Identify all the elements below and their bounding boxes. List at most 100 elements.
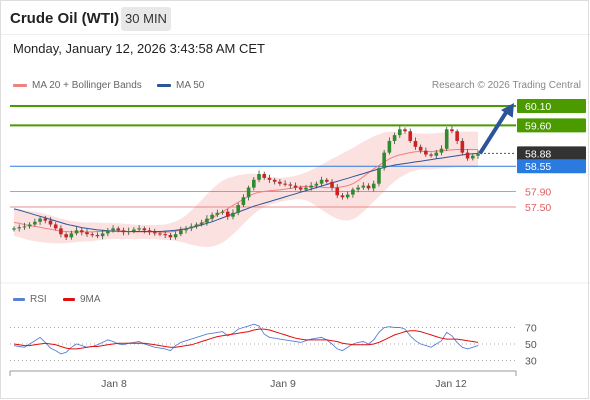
candle-body bbox=[152, 232, 157, 234]
candle-body bbox=[413, 140, 418, 147]
instrument-title: Crude Oil (WTI) bbox=[10, 10, 120, 27]
candle-body bbox=[90, 234, 95, 236]
candle-body bbox=[418, 146, 423, 151]
level-tag-60.10 bbox=[517, 99, 586, 113]
candle-body bbox=[64, 234, 68, 238]
ma50-label: MA 50 bbox=[176, 80, 205, 91]
candle-body bbox=[116, 228, 121, 231]
candle-body bbox=[392, 135, 397, 141]
candle-body bbox=[434, 152, 439, 156]
candle-body bbox=[444, 129, 449, 149]
candle-body bbox=[476, 153, 480, 156]
timeframe-button[interactable]: 30 MIN bbox=[121, 7, 171, 31]
candle-body bbox=[137, 228, 141, 230]
candle-body bbox=[59, 228, 63, 235]
candle-body bbox=[111, 228, 115, 231]
candle-body bbox=[325, 179, 329, 182]
candle-body bbox=[241, 197, 246, 206]
candle-body bbox=[304, 187, 308, 190]
rsi-label: RSI bbox=[30, 294, 47, 305]
datetime-label: Monday, January 12, 2026 3:43:58 AM CET bbox=[13, 41, 265, 56]
legend-9ma: 9MA bbox=[63, 294, 101, 305]
candle-body bbox=[189, 226, 194, 229]
candle-body bbox=[100, 233, 105, 237]
level-label-58.55: 58.55 bbox=[525, 161, 551, 173]
candle-body bbox=[163, 234, 167, 236]
bollinger-band bbox=[14, 131, 478, 247]
candle-body bbox=[147, 230, 152, 233]
level-label-59.60: 59.60 bbox=[525, 120, 551, 132]
candle-body bbox=[319, 179, 324, 184]
candle-body bbox=[361, 185, 366, 188]
candle-body bbox=[351, 189, 355, 195]
candle-body bbox=[252, 179, 256, 188]
level-tag-58.88 bbox=[517, 146, 586, 161]
candle-body bbox=[267, 177, 272, 180]
candle-body bbox=[460, 140, 465, 153]
level-label-57.90: 57.90 bbox=[525, 186, 551, 198]
candle-body bbox=[450, 129, 454, 132]
candle-body bbox=[246, 187, 251, 198]
level-tag-58.55 bbox=[517, 159, 586, 174]
candle-body bbox=[439, 148, 444, 153]
forecast-arrow-head bbox=[501, 103, 514, 118]
candle-body bbox=[397, 129, 402, 136]
rsi-tick-label: 30 bbox=[525, 356, 537, 368]
candle-body bbox=[74, 230, 79, 234]
candle-body bbox=[205, 218, 209, 223]
candle-body bbox=[371, 183, 376, 189]
legend-rsi: RSI bbox=[13, 294, 47, 305]
candle-body bbox=[298, 187, 303, 190]
candle-body bbox=[106, 230, 110, 234]
candle-body bbox=[465, 152, 470, 159]
candle-body bbox=[309, 185, 313, 188]
legend-ma20: MA 20 + Bollinger Bands bbox=[13, 80, 142, 91]
candle-body bbox=[158, 233, 162, 235]
candle-body bbox=[272, 179, 277, 182]
candle-body bbox=[382, 152, 386, 169]
header-divider bbox=[0, 34, 590, 35]
candle-body bbox=[173, 234, 178, 238]
candle-body bbox=[179, 230, 183, 235]
level-label-58.88: 58.88 bbox=[525, 148, 551, 160]
ma50-swatch bbox=[157, 83, 171, 87]
candle-body bbox=[257, 173, 261, 180]
ma20-line bbox=[13, 149, 478, 233]
candle-body bbox=[132, 229, 136, 232]
candle-body bbox=[43, 218, 48, 221]
legend-ma50: MA 50 bbox=[157, 80, 204, 91]
x-tick-label: Jan 12 bbox=[435, 378, 467, 390]
candle-body bbox=[38, 218, 42, 222]
level-label-57.50: 57.50 bbox=[525, 202, 551, 214]
candle-body bbox=[168, 234, 173, 238]
candle-body bbox=[69, 233, 74, 238]
candle-body bbox=[335, 187, 340, 196]
candle-body bbox=[79, 230, 84, 233]
ma9-label: 9MA bbox=[80, 294, 101, 305]
candle-body bbox=[220, 211, 225, 213]
candle-body bbox=[53, 224, 58, 229]
candle-body bbox=[288, 184, 293, 186]
candle-body bbox=[330, 181, 334, 188]
candle-body bbox=[33, 221, 37, 225]
x-tick-label: Jan 9 bbox=[270, 378, 296, 390]
candle-body bbox=[262, 173, 267, 178]
candle-body bbox=[184, 228, 188, 231]
rsi-ma9-line bbox=[13, 328, 479, 350]
x-tick-label: Jan 8 bbox=[101, 378, 127, 390]
level-tag-59.60 bbox=[517, 118, 586, 133]
ma50-line bbox=[13, 152, 479, 232]
candle-body bbox=[199, 222, 204, 225]
candle-body bbox=[27, 224, 32, 227]
research-credit: Research © 2026 Trading Central bbox=[431, 80, 581, 91]
candle-body bbox=[293, 185, 298, 188]
candle-body bbox=[366, 185, 371, 189]
level-label-60.10: 60.10 bbox=[525, 101, 551, 113]
candle-body bbox=[85, 232, 89, 235]
candle-body bbox=[22, 226, 27, 228]
forecast-arrow-shaft bbox=[478, 109, 509, 155]
candle-body bbox=[126, 231, 131, 233]
candle-body bbox=[215, 212, 220, 215]
chart-header: Crude Oil (WTI) 30 MIN bbox=[0, 0, 590, 34]
